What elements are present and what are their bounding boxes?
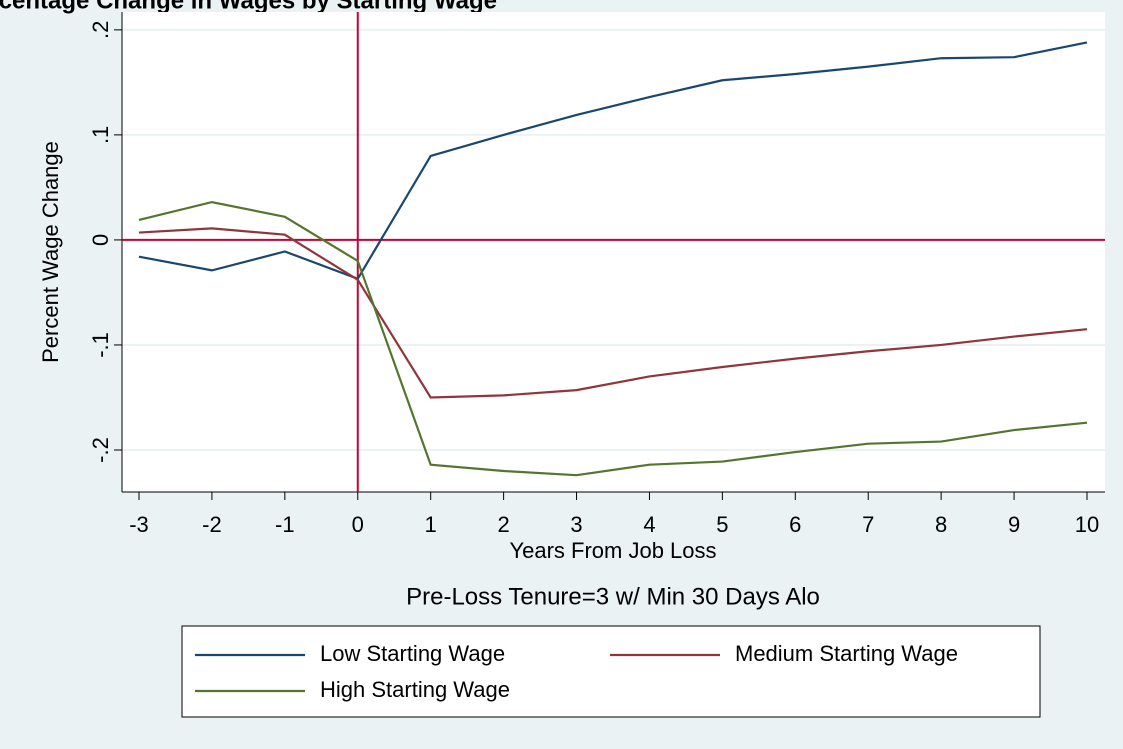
chart-title: Percentage Change in Wages by Starting W…	[0, 0, 497, 14]
legend	[181, 625, 1041, 718]
legend-label: Low Starting Wage	[320, 641, 505, 666]
x-tick-label: 10	[1075, 512, 1099, 537]
y-tick-label: -.1	[88, 332, 113, 358]
y-tick-label: .1	[88, 126, 113, 144]
x-tick-label: 3	[570, 512, 582, 537]
y-tick-label: .2	[88, 21, 113, 39]
legend-label: High Starting Wage	[320, 677, 510, 702]
x-tick-label: 9	[1008, 512, 1020, 537]
x-tick-label: 8	[935, 512, 947, 537]
legend-label: Medium Starting Wage	[735, 641, 958, 666]
y-tick-label: 0	[88, 234, 113, 246]
series-line	[138, 227, 1088, 399]
x-tick-label: -3	[129, 512, 149, 537]
x-tick-label: 1	[425, 512, 437, 537]
x-tick-label: 7	[862, 512, 874, 537]
series-line	[138, 200, 1088, 477]
x-axis-title: Years From Job Loss	[509, 538, 716, 563]
x-tick-label: 6	[789, 512, 801, 537]
x-tick-label: -1	[275, 512, 295, 537]
y-axis-title: Percent Wage Change	[38, 141, 63, 363]
x-tick-label: 0	[352, 512, 364, 537]
x-tick-label: 4	[643, 512, 655, 537]
x-tick-label: 5	[716, 512, 728, 537]
x-tick-label: -2	[202, 512, 222, 537]
y-tick-label: -.2	[88, 437, 113, 463]
note: Pre-Loss Tenure=3 w/ Min 30 Days Alo	[406, 583, 820, 610]
x-tick-label: 2	[497, 512, 509, 537]
series-line	[138, 41, 1088, 281]
plot-area	[122, 12, 1105, 492]
